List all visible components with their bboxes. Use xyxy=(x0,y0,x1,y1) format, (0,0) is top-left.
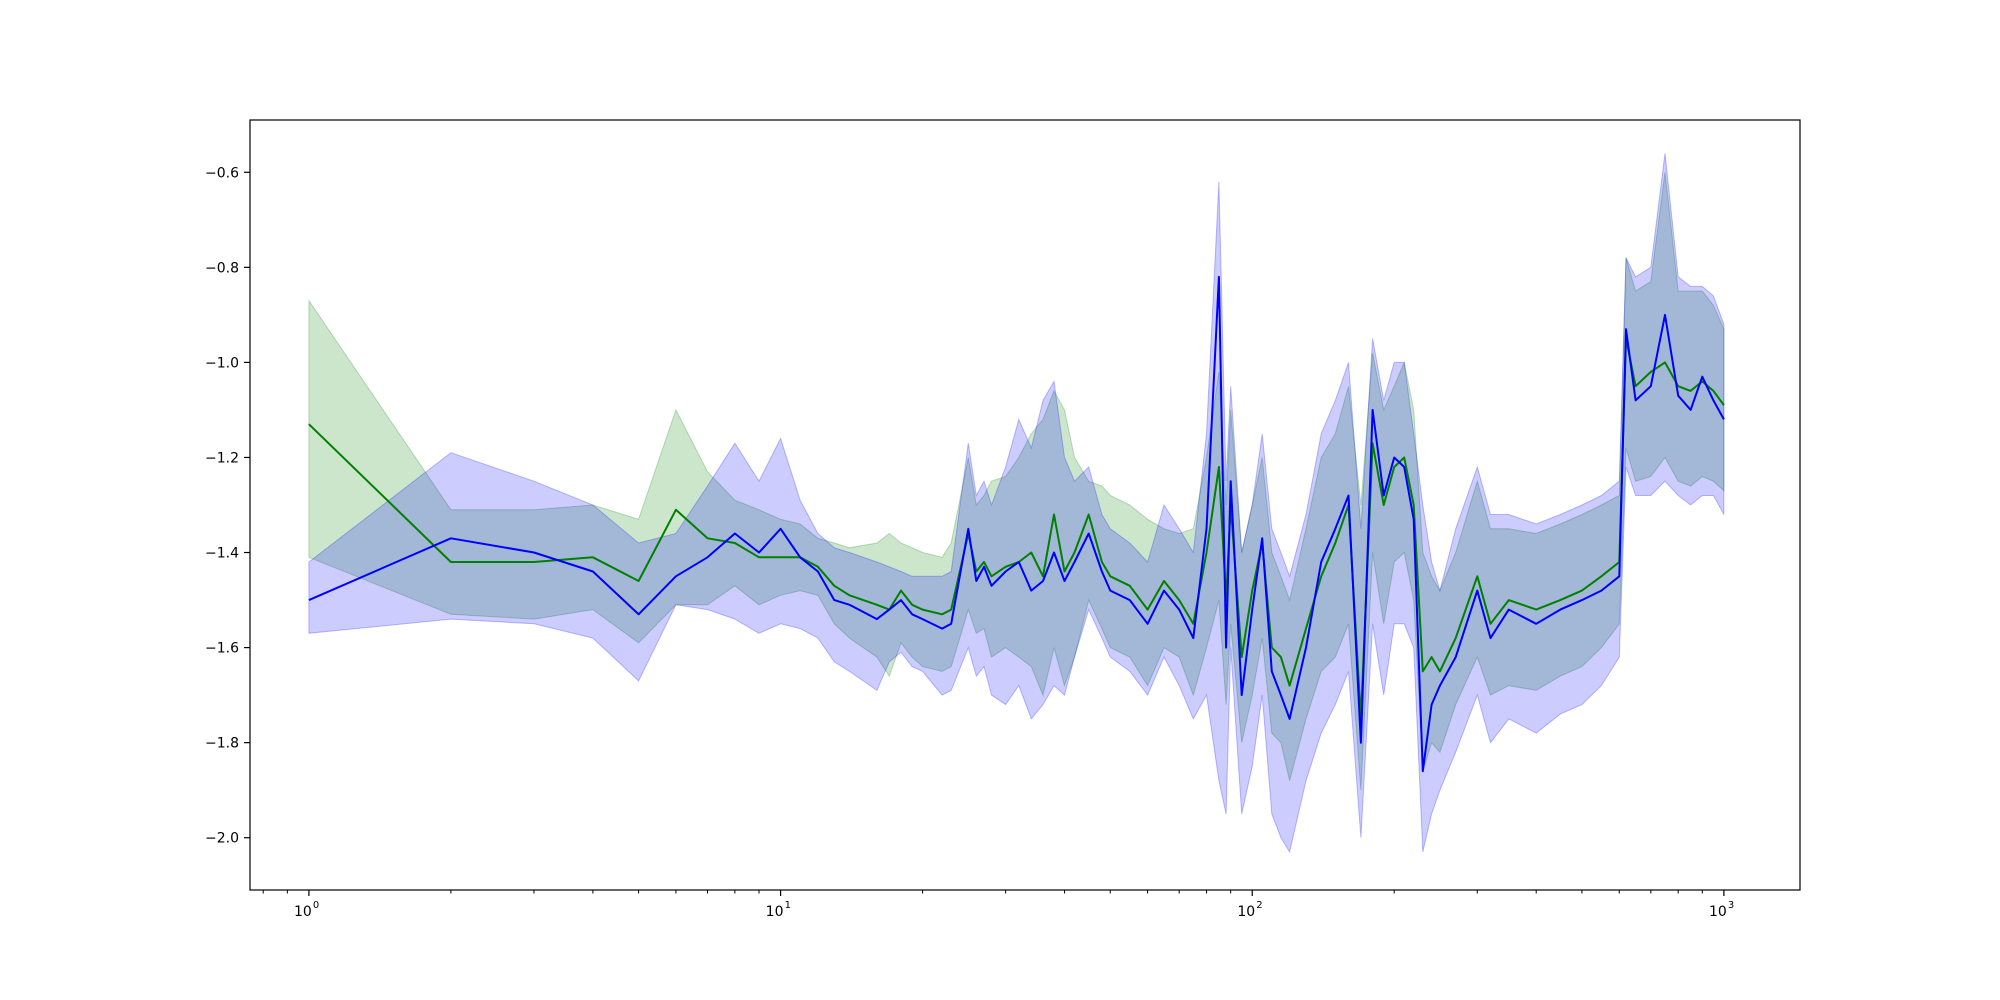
y-tick-label: −1.8 xyxy=(205,736,239,752)
y-axis: −0.6 −0.8 −1.0 −1.2 −1.4 −1.6 −1.8 −2.0 xyxy=(205,165,250,847)
y-tick-label: −2.0 xyxy=(205,831,239,847)
x-tick-base: 10 xyxy=(1237,904,1255,920)
y-tick-label: −1.0 xyxy=(205,355,239,371)
plot-area xyxy=(250,120,1800,890)
x-tick-label: 10 xyxy=(1709,904,1727,920)
series-0-line xyxy=(308,337,1725,720)
x-tick-base: 10 xyxy=(1709,904,1727,920)
y-tick-label: −0.6 xyxy=(205,165,239,181)
series-lines xyxy=(308,275,1725,773)
confidence-bands xyxy=(308,153,1725,854)
y-tick-label: −1.4 xyxy=(205,546,239,562)
plot-frame xyxy=(249,119,1801,891)
series-1-line xyxy=(308,275,1725,773)
series-0-band xyxy=(308,172,1725,791)
series-1-band xyxy=(308,153,1725,854)
x-tick-label: 10 xyxy=(1237,904,1255,920)
x-axis: 10 0 10 1 10 2 10 3 xyxy=(262,890,1734,920)
x-tick-exponent: 1 xyxy=(785,900,791,911)
x-tick-exponent: 3 xyxy=(1728,900,1734,911)
x-tick-label: 10 xyxy=(766,904,784,920)
x-tick-exponent: 0 xyxy=(313,900,319,911)
x-tick-exponent: 2 xyxy=(1256,900,1262,911)
x-tick-base: 10 xyxy=(766,904,784,920)
y-tick-label: −0.8 xyxy=(205,260,239,276)
y-tick-label: −1.2 xyxy=(205,450,239,466)
y-tick-label: −1.6 xyxy=(205,641,239,657)
x-tick-label: 10 xyxy=(294,904,312,920)
x-tick-base: 10 xyxy=(294,904,312,920)
